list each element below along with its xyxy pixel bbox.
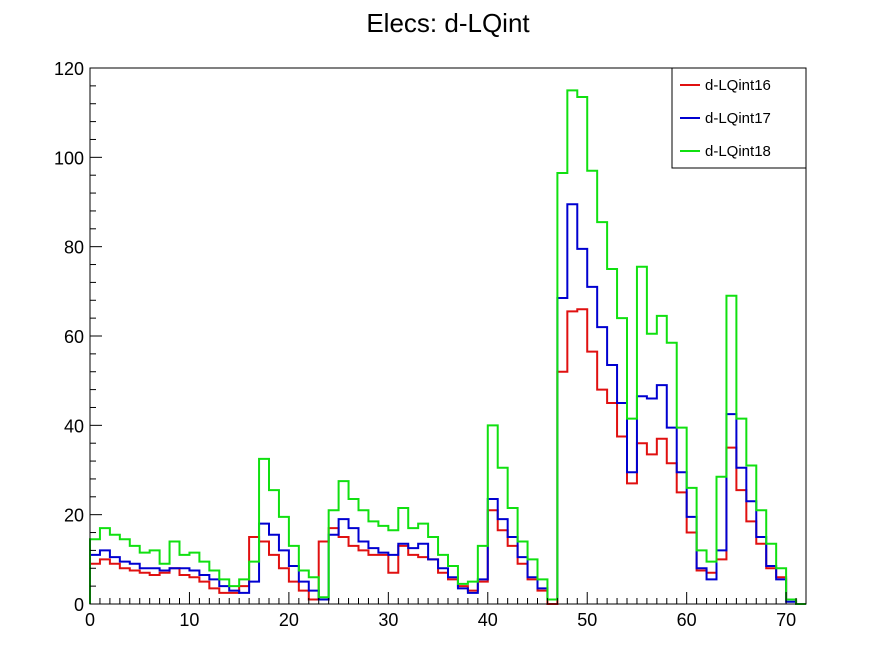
- series-d-LQint18-line: [89, 89, 806, 605]
- x-tick-label: 20: [279, 610, 299, 630]
- y-tick-label: 40: [64, 416, 84, 436]
- y-tick-label: 120: [54, 59, 84, 79]
- x-tick-label: 70: [776, 610, 796, 630]
- y-tick-label: 20: [64, 506, 84, 526]
- series-layer: [89, 89, 806, 605]
- y-tick-label: 100: [54, 148, 84, 168]
- legend-label: d-LQint16: [705, 77, 771, 94]
- x-tick-label: 60: [677, 610, 697, 630]
- y-tick-label: 80: [64, 238, 84, 258]
- chart-title: Elecs: d-LQint: [366, 8, 530, 38]
- x-tick-label: 40: [478, 610, 498, 630]
- y-tick-label: 0: [74, 595, 84, 615]
- y-tick-label: 60: [64, 327, 84, 347]
- axes-layer: 0 10 20 30 40 50 60 70 0 20 40 60 80 100 120: [54, 59, 807, 630]
- x-tick-label: 0: [85, 610, 95, 630]
- x-tick-label: 50: [577, 610, 597, 630]
- x-tick-label: 30: [378, 610, 398, 630]
- legend-label: d-LQint17: [705, 110, 771, 127]
- x-tick-label: 10: [179, 610, 199, 630]
- legend-label: d-LQint18: [705, 143, 771, 160]
- legend: d-LQint16 d-LQint17 d-LQint18: [671, 67, 807, 169]
